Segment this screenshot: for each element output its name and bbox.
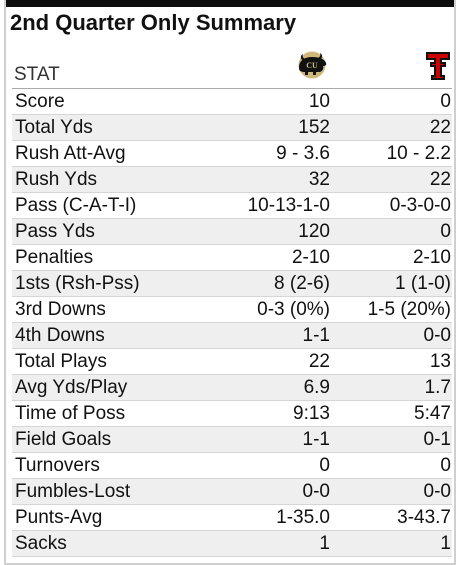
stat-label: Turnovers: [15, 455, 100, 476]
table-row: Field Goals 1-1 0-1: [12, 427, 452, 453]
table-row: Punts-Avg 1-35.0 3-43.7: [12, 505, 452, 531]
colorado-value: 120: [298, 221, 330, 242]
texas-tech-value: 22: [429, 169, 451, 190]
texas-tech-value: 1-5 (20%): [367, 299, 451, 320]
stat-label: Time of Poss: [15, 403, 126, 424]
stat-label: Pass (C-A-T-I): [15, 195, 137, 216]
table-row: Time of Poss 9:13 5:47: [12, 401, 452, 427]
stat-label: Total Plays: [15, 351, 107, 372]
colorado-value: 9:13: [293, 403, 330, 424]
colorado-value: 1-1: [302, 325, 330, 346]
texas-tech-value: 0-0: [423, 481, 451, 502]
texas-tech-value: 13: [429, 351, 451, 372]
stat-label: Penalties: [15, 247, 94, 268]
colorado-value: 2-10: [291, 247, 330, 268]
texas-tech-value: 1: [440, 533, 451, 554]
table-header: STAT CU: [12, 47, 452, 89]
texas-tech-value: 0: [440, 91, 451, 112]
table-row: Score 10 0: [12, 89, 452, 115]
table-row: Total Plays 22 13: [12, 349, 452, 375]
stat-label: Fumbles-Lost: [15, 481, 131, 502]
stat-column-header: STAT: [14, 64, 60, 85]
colorado-value: 6.9: [303, 377, 330, 398]
table-row: Rush Yds 32 22: [12, 167, 452, 193]
table-row: Rush Att-Avg 9 - 3.6 10 - 2.2: [12, 141, 452, 167]
stat-label: Pass Yds: [15, 221, 95, 242]
table-row: Total Yds 152 22: [12, 115, 452, 141]
colorado-value: 0-0: [302, 481, 330, 502]
table-row: Sacks 1 1: [12, 531, 452, 557]
colorado-buffaloes-logo-icon: CU: [298, 51, 327, 79]
colorado-value: 1-35.0: [276, 507, 330, 528]
svg-text:CU: CU: [306, 61, 318, 70]
colorado-value: 0-3 (0%): [257, 299, 330, 320]
stat-label: 4th Downs: [15, 325, 105, 346]
texas-tech-value: 2-10: [412, 247, 451, 268]
colorado-value: 10: [308, 91, 330, 112]
stats-table: Score 10 0 Total Yds 152 22 Rush Att-Avg 9 - …: [12, 89, 452, 557]
colorado-value: 1-1: [302, 429, 330, 450]
texas-tech-logo-icon: [426, 52, 450, 80]
stat-label: Score: [15, 91, 65, 112]
texas-tech-value: 0-0: [423, 325, 451, 346]
table-row: 3rd Downs 0-3 (0%) 1-5 (20%): [12, 297, 452, 323]
stat-label: Sacks: [15, 533, 67, 554]
texas-tech-value: 5:47: [414, 403, 451, 424]
table-row: 1sts (Rsh-Pss) 8 (2-6) 1 (1-0): [12, 271, 452, 297]
texas-tech-value: 22: [429, 117, 451, 138]
colorado-value: 0: [319, 455, 330, 476]
texas-tech-value: 0-1: [423, 429, 451, 450]
texas-tech-value: 0: [440, 455, 451, 476]
table-row: Pass (C-A-T-I) 10-13-1-0 0-3-0-0: [12, 193, 452, 219]
colorado-value: 32: [308, 169, 330, 190]
colorado-value: 8 (2-6): [274, 273, 330, 294]
summary-card: 2nd Quarter Only Summary STAT CU Score 10…: [4, 0, 456, 565]
stat-label: Avg Yds/Play: [15, 377, 128, 398]
colorado-value: 1: [319, 533, 330, 554]
top-bar: [6, 0, 454, 7]
colorado-value: 9 - 3.6: [276, 143, 330, 164]
colorado-value: 152: [298, 117, 330, 138]
table-row: Pass Yds 120 0: [12, 219, 452, 245]
stat-label: Punts-Avg: [15, 507, 103, 528]
stat-label: Field Goals: [15, 429, 112, 450]
texas-tech-value: 1 (1-0): [395, 273, 451, 294]
texas-tech-value: 0-3-0-0: [389, 195, 451, 216]
table-row: 4th Downs 1-1 0-0: [12, 323, 452, 349]
table-row: Penalties 2-10 2-10: [12, 245, 452, 271]
table-row: Fumbles-Lost 0-0 0-0: [12, 479, 452, 505]
colorado-value: 10-13-1-0: [247, 195, 330, 216]
stat-label: Rush Yds: [15, 169, 98, 190]
table-row: Turnovers 0 0: [12, 453, 452, 479]
colorado-value: 22: [308, 351, 330, 372]
texas-tech-value: 10 - 2.2: [386, 143, 451, 164]
texas-tech-value: 3-43.7: [397, 507, 451, 528]
stat-label: Total Yds: [15, 117, 93, 138]
stat-label: 3rd Downs: [15, 299, 106, 320]
texas-tech-value: 1.7: [424, 377, 451, 398]
page-title: 2nd Quarter Only Summary: [10, 10, 297, 35]
texas-tech-value: 0: [440, 221, 451, 242]
stat-label: Rush Att-Avg: [15, 143, 126, 164]
table-row: Avg Yds/Play 6.9 1.7: [12, 375, 452, 401]
stat-label: 1sts (Rsh-Pss): [15, 273, 140, 294]
